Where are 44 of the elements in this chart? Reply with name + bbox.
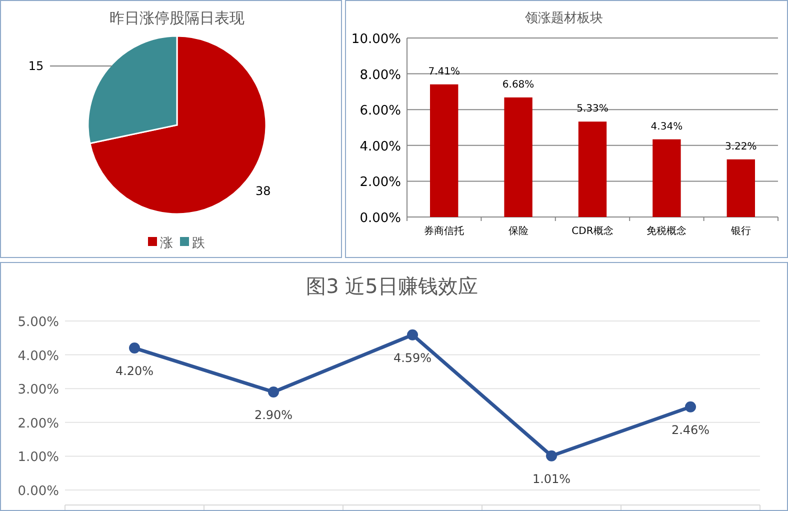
data-label: 38: [256, 184, 271, 198]
point: [546, 450, 557, 462]
data-label: 1.01%: [532, 472, 571, 486]
data-label: 2.46%: [671, 422, 710, 437]
chart-title: 昨日涨停股隔日表现: [110, 9, 244, 27]
point: [129, 342, 140, 354]
bar: [430, 84, 458, 217]
data-label: 3.22%: [725, 141, 757, 152]
data-label: 4.59%: [393, 350, 432, 365]
y-tick-label: 1.00%: [18, 450, 59, 466]
y-tick-label: 5.00%: [18, 315, 59, 330]
y-tick-label: 3.00%: [18, 382, 59, 398]
x-tick-label: 券商信托: [424, 225, 464, 237]
x-tick-label: 免税概念: [646, 225, 687, 237]
data-label: 5.33%: [576, 104, 608, 115]
bar: [652, 139, 681, 217]
data-label: 2.90%: [254, 408, 293, 422]
y-tick-label: 10.00%: [351, 32, 401, 47]
data-label: 4.20%: [115, 364, 154, 378]
y-tick-label: 0.00%: [18, 484, 59, 499]
point: [407, 329, 418, 340]
chart-title: 图3 近5日赚钱效应: [306, 274, 478, 298]
bar: [578, 122, 607, 217]
y-tick-label: 6.00%: [360, 104, 401, 119]
y-tick-label: 0.00%: [360, 211, 401, 226]
data-label: 6.68%: [502, 79, 534, 90]
data-label: 4.34%: [650, 121, 683, 132]
x-tick-label: 保险: [508, 225, 528, 237]
bar: [726, 159, 755, 217]
data-label: 7.41%: [428, 66, 460, 78]
y-tick-label: 4.00%: [18, 348, 59, 364]
bar: [504, 97, 532, 217]
y-tick-label: 2.00%: [360, 175, 401, 190]
y-tick-label: 4.00%: [360, 139, 401, 154]
legend-label: 跌: [192, 236, 205, 251]
legend-label: 涨: [160, 236, 173, 251]
data-label: 15: [28, 59, 44, 73]
y-tick-label: 2.00%: [18, 416, 59, 432]
chart-title: 领涨题材板块: [525, 11, 603, 26]
x-tick-label: 银行: [730, 226, 751, 237]
x-tick-label: CDR概念: [572, 225, 614, 237]
point: [685, 401, 696, 412]
point: [268, 386, 279, 398]
y-tick-label: 8.00%: [360, 68, 401, 83]
